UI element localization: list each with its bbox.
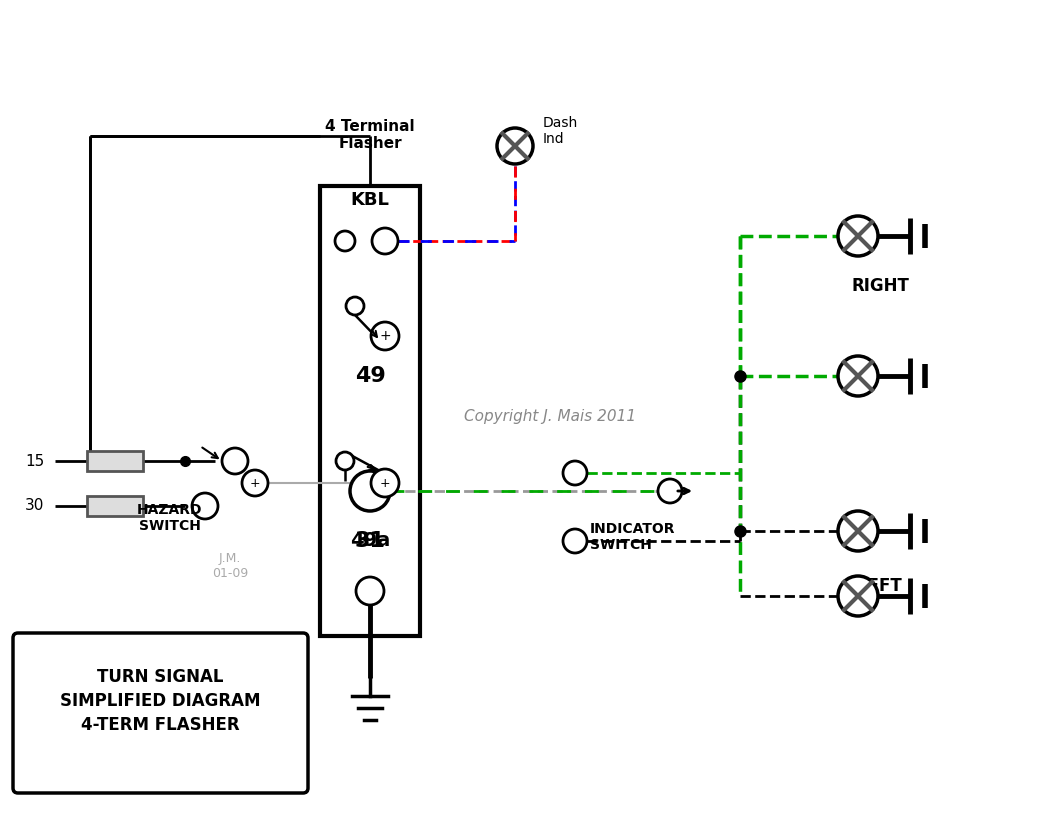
Bar — [320, 186, 420, 636]
Circle shape — [371, 322, 399, 350]
Circle shape — [222, 448, 248, 474]
Text: 49: 49 — [355, 366, 385, 386]
Circle shape — [356, 577, 384, 605]
Text: TURN SIGNAL
SIMPLIFIED DIAGRAM
4-TERM FLASHER: TURN SIGNAL SIMPLIFIED DIAGRAM 4-TERM FL… — [60, 668, 261, 734]
Circle shape — [838, 216, 878, 256]
Text: Dash
Ind: Dash Ind — [543, 116, 579, 146]
Text: +: + — [249, 477, 261, 490]
Text: 49a: 49a — [350, 531, 390, 550]
Circle shape — [563, 529, 587, 553]
Circle shape — [372, 228, 398, 254]
Text: Copyright J. Mais 2011: Copyright J. Mais 2011 — [464, 409, 636, 424]
Circle shape — [242, 470, 268, 496]
Text: KBL: KBL — [351, 191, 390, 209]
Circle shape — [371, 469, 399, 497]
Circle shape — [335, 231, 355, 251]
Text: RIGHT: RIGHT — [851, 277, 909, 295]
Text: +: + — [380, 477, 391, 490]
Circle shape — [336, 452, 354, 470]
Circle shape — [346, 297, 364, 315]
Bar — [87, 496, 143, 516]
FancyBboxPatch shape — [13, 633, 308, 793]
Text: +: + — [379, 329, 391, 343]
Circle shape — [838, 511, 878, 551]
Text: 4 Terminal
Flasher: 4 Terminal Flasher — [325, 118, 415, 151]
Bar — [87, 451, 143, 471]
Circle shape — [658, 479, 682, 503]
Circle shape — [497, 128, 533, 164]
Text: 15: 15 — [25, 454, 44, 468]
Circle shape — [350, 471, 390, 511]
Circle shape — [838, 576, 878, 616]
Text: LEFT: LEFT — [857, 577, 903, 595]
Text: HAZARD
SWITCH: HAZARD SWITCH — [137, 503, 203, 533]
Circle shape — [838, 356, 878, 396]
Text: 31: 31 — [355, 531, 385, 551]
Text: J.M.
01-09: J.M. 01-09 — [212, 552, 248, 580]
Circle shape — [563, 461, 587, 485]
Text: INDICATOR
SWITCH: INDICATOR SWITCH — [590, 522, 676, 552]
Circle shape — [192, 493, 218, 519]
Text: 30: 30 — [25, 499, 44, 513]
